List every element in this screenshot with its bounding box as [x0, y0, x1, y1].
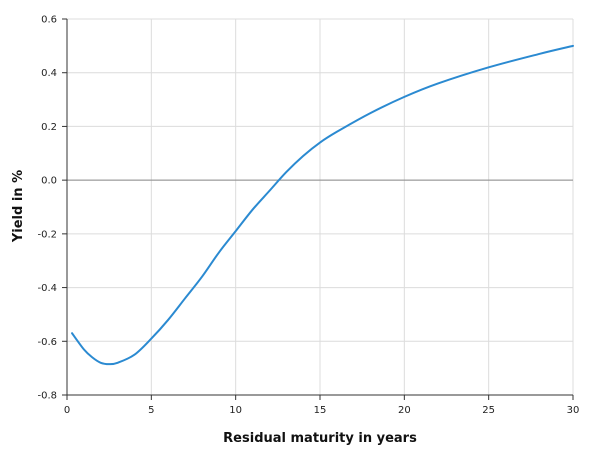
grid: [66, 18, 574, 396]
x-tick-label: 0: [64, 405, 70, 416]
x-axis-title: Residual maturity in years: [223, 431, 417, 446]
y-tick-label: 0.0: [41, 176, 57, 187]
y-axis-title: Yield in %: [11, 170, 26, 243]
x-tick-label: 25: [482, 405, 495, 416]
y-tick-label: -0.4: [37, 283, 57, 294]
y-tick-labels: -0.8 -0.6 -0.4 -0.2 0.0 0.2 0.4 0.6: [37, 15, 57, 402]
y-tick-label: -0.2: [37, 229, 57, 240]
x-tick-labels: 0 5 10 15 20 25 30: [64, 405, 580, 416]
series-layer: [71, 44, 574, 366]
x-tick-label: 10: [229, 405, 242, 416]
y-tick-label: 0.4: [41, 68, 57, 79]
x-tick-label: 15: [314, 405, 327, 416]
y-tick-label: -0.8: [37, 391, 57, 402]
x-tick-label: 5: [148, 405, 154, 416]
axes: [62, 18, 574, 400]
x-tick-label: 30: [567, 405, 580, 416]
y-tick-label: 0.2: [41, 122, 57, 133]
y-tick-label: 0.6: [41, 15, 57, 26]
y-tick-label: -0.6: [37, 337, 57, 348]
yield-curve-line: [71, 44, 574, 366]
x-tick-label: 20: [398, 405, 411, 416]
